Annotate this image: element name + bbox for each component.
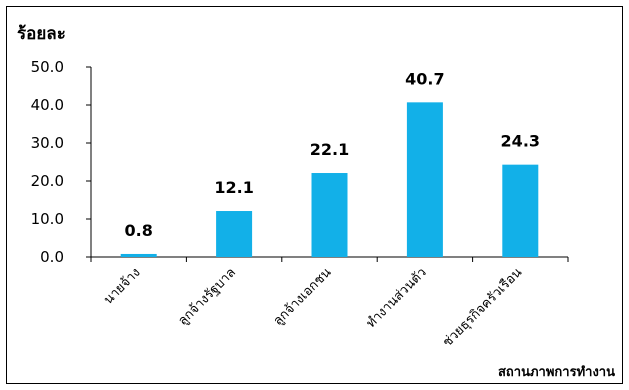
category-label: ลูกจ้างรัฐบาล — [175, 265, 238, 328]
category-label: ลูกจ้างเอกชน — [271, 265, 335, 329]
bar-chart: ร้อยละ สถานภาพการทำงาน 0.0 10.0 20.0 30.0 40… — [17, 24, 615, 380]
y-tick-label: 20.0 — [31, 172, 64, 190]
data-label: 24.3 — [501, 132, 540, 151]
chart-frame: ร้อยละ สถานภาพการทำงาน 0.0 10.0 20.0 30.0 40… — [6, 6, 623, 384]
bar — [311, 173, 348, 257]
bar — [216, 211, 253, 257]
y-tick-label: 30.0 — [31, 134, 64, 152]
bars: 0.8 นายจ้าง 12.1 ลูกจ้างรัฐบาล 22.1 ลูกจ้างเอ… — [101, 69, 540, 350]
category-label: ช่วยธุรกิจครัวเรือน — [439, 264, 525, 350]
axes: 0.0 10.0 20.0 30.0 40.0 50.0 — [31, 58, 569, 266]
category-label: นายจ้าง — [101, 265, 143, 307]
y-axis-label: ร้อยละ — [17, 24, 66, 44]
y-tick-label: 50.0 — [31, 58, 64, 76]
category-label: ทำงานส่วนตัว — [364, 265, 430, 331]
bar — [120, 253, 157, 257]
bar — [502, 164, 539, 257]
data-label: 0.8 — [125, 221, 153, 240]
y-tick-label: 40.0 — [31, 96, 64, 114]
data-label: 40.7 — [405, 69, 444, 88]
y-tick-label: 0.0 — [40, 248, 64, 266]
x-axis-label: สถานภาพการทำงาน — [498, 364, 615, 380]
data-label: 22.1 — [310, 140, 349, 159]
bar — [406, 102, 443, 257]
data-label: 12.1 — [214, 178, 253, 197]
y-tick-label: 10.0 — [31, 210, 64, 228]
